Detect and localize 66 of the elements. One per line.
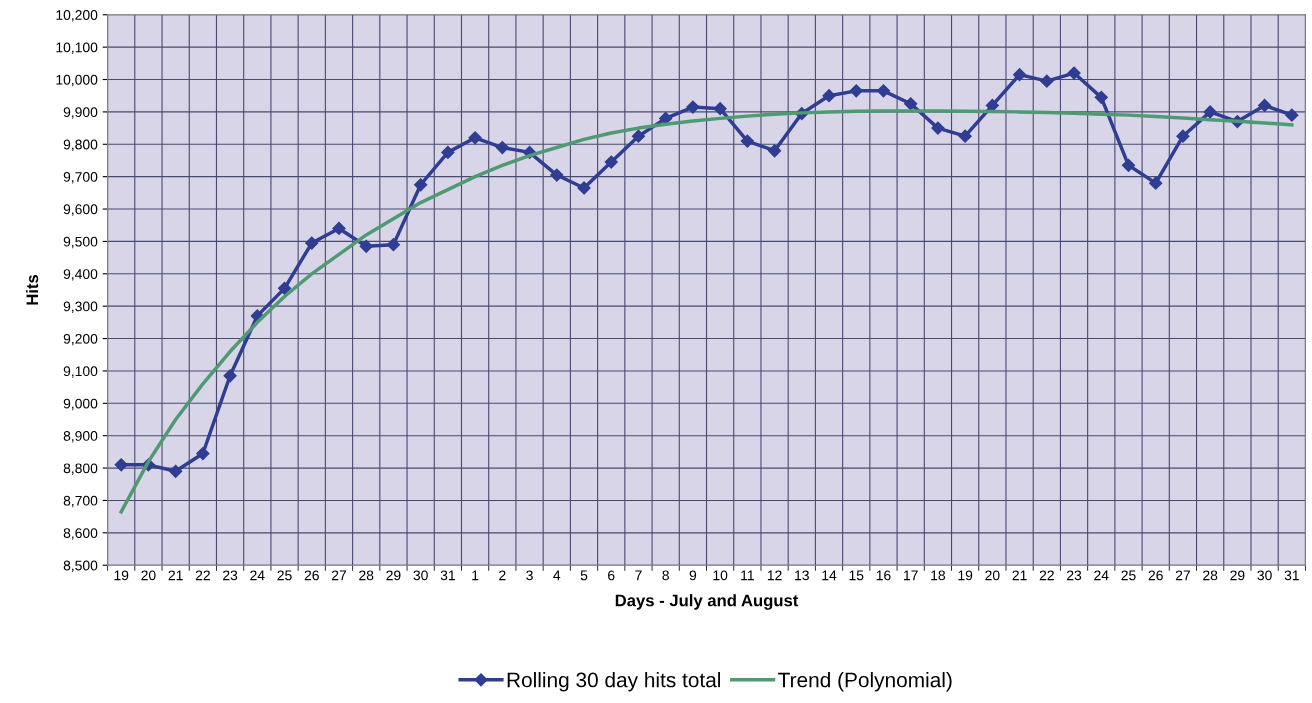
y-tick-label: 9,700 <box>63 171 98 184</box>
x-tick-label: 10 <box>713 570 728 581</box>
x-tick-label: 21 <box>1012 570 1027 581</box>
y-tick-label: 10,100 <box>56 42 98 54</box>
x-tick-label: 5 <box>580 570 588 581</box>
x-tick-label: 31 <box>1284 570 1299 581</box>
y-tick-label: 10,000 <box>56 74 98 87</box>
x-tick-label: 16 <box>876 570 891 581</box>
y-tick-label: 8,500 <box>63 560 98 573</box>
x-tick-label: 19 <box>958 570 973 581</box>
x-tick-label: 28 <box>1203 570 1218 581</box>
x-tick-label: 8 <box>662 570 669 581</box>
x-tick-label: 12 <box>767 570 782 581</box>
y-tick-label: 9,800 <box>63 139 98 152</box>
x-tick-label: 29 <box>386 570 401 581</box>
x-axis-title: Days - July and August <box>615 594 799 610</box>
x-tick-label: 20 <box>141 570 156 581</box>
x-tick-label: 1 <box>472 570 479 581</box>
x-tick-label: 18 <box>931 570 946 581</box>
x-tick-label: 2 <box>499 570 506 581</box>
x-tick-label: 22 <box>1039 570 1054 581</box>
x-tick-label: 28 <box>359 570 374 581</box>
x-tick-label: 26 <box>304 570 319 581</box>
y-tick-label: 8,900 <box>63 431 98 443</box>
x-tick-label: 21 <box>168 570 183 581</box>
y-tick-label: 9,500 <box>63 236 98 249</box>
x-tick-label: 11 <box>741 570 754 581</box>
y-tick-label: 10,200 <box>56 10 98 22</box>
x-tick-label: 30 <box>1257 570 1272 581</box>
x-tick-label: 22 <box>195 570 210 581</box>
y-tick-label: 9,000 <box>63 398 98 411</box>
x-tick-label: 24 <box>250 570 265 581</box>
y-tick-label: 8,800 <box>63 463 98 475</box>
x-tick-label: 14 <box>822 570 837 581</box>
y-axis-title: Hits <box>25 274 39 305</box>
x-tick-label: 17 <box>904 570 918 581</box>
y-tick-label: 9,300 <box>63 301 98 313</box>
x-tick-label: 30 <box>413 570 428 581</box>
y-tick-label: 8,700 <box>63 495 98 508</box>
x-tick-label: 20 <box>985 570 1000 581</box>
x-tick-label: 19 <box>114 570 129 581</box>
x-tick-label: 7 <box>635 570 642 581</box>
x-tick-label: 4 <box>553 570 561 581</box>
x-tick-label: 27 <box>1175 570 1190 581</box>
legend-label: Trend (Polynomial) <box>778 672 952 692</box>
y-tick-label: 9,100 <box>63 366 98 378</box>
x-tick-label: 31 <box>440 570 455 581</box>
x-tick-label: 6 <box>608 570 615 581</box>
x-tick-label: 9 <box>689 570 697 581</box>
y-tick-label: 8,600 <box>63 528 98 540</box>
x-tick-label: 26 <box>1148 570 1163 581</box>
x-tick-label: 29 <box>1230 570 1245 581</box>
y-tick-label: 9,400 <box>63 269 98 281</box>
x-tick-label: 23 <box>1067 570 1082 581</box>
x-tick-label: 25 <box>1121 570 1136 581</box>
x-tick-label: 3 <box>526 570 533 581</box>
y-tick-label: 9,200 <box>63 333 98 346</box>
y-tick-label: 9,900 <box>63 107 98 119</box>
x-tick-label: 15 <box>849 570 864 581</box>
y-tick-label: 9,600 <box>63 204 98 216</box>
legend-label: Rolling 30 day hits total <box>507 672 721 692</box>
x-tick-label: 23 <box>223 570 238 581</box>
x-tick-label: 13 <box>795 570 809 581</box>
x-tick-label: 25 <box>277 570 292 581</box>
x-tick-label: 27 <box>331 570 347 581</box>
x-tick-label: 24 <box>1094 570 1109 581</box>
